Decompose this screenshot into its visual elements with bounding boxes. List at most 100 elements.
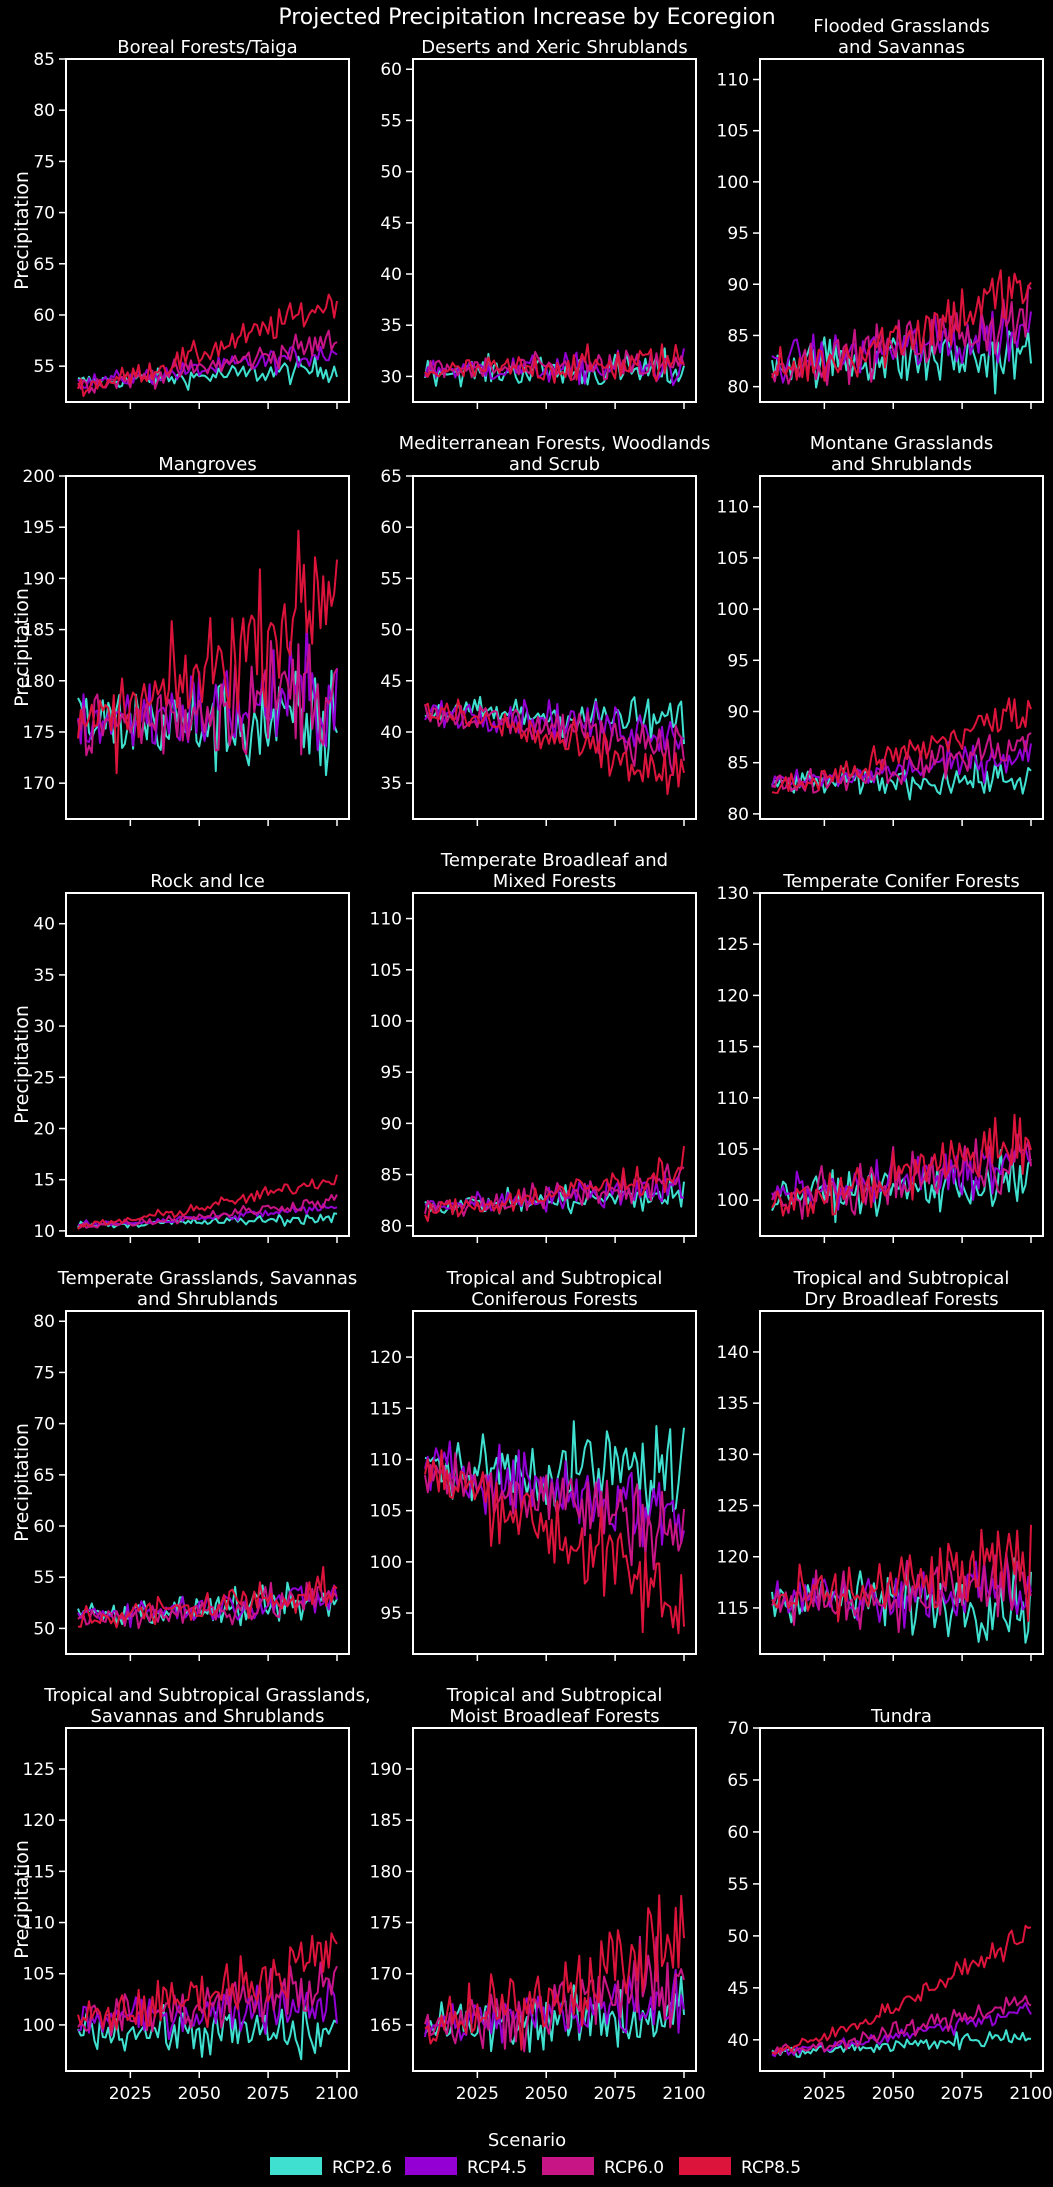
subplot: 55 60 65 70 75 80 85 Boreal Forests/Taiga Precip…	[11, 37, 350, 409]
subplot-title: Coniferous Forests	[471, 1289, 638, 1310]
subplot: 95 100 105 110 115 120 Tropical and Subtropica…	[370, 1268, 697, 1661]
y-tick-label: 110	[717, 1089, 749, 1109]
y-tick-label: 190	[23, 569, 55, 589]
subplot-title: and Savannas	[838, 37, 965, 58]
series-line-rcp60	[424, 349, 685, 381]
plot-frame	[412, 475, 697, 820]
y-tick-label: 40	[380, 723, 402, 743]
y-tick-label: 45	[727, 1979, 749, 1999]
x-tick-label: 2025	[803, 2084, 846, 2104]
y-tick-label: 70	[33, 1415, 55, 1435]
y-tick-label: 80	[380, 1217, 402, 1237]
series-line-rcp85	[424, 1894, 685, 2051]
y-tick-label: 115	[717, 1599, 749, 1619]
series-line-rcp85	[771, 1524, 1032, 1623]
y-tick-label: 50	[727, 1927, 749, 1947]
y-tick-label: 100	[717, 173, 749, 193]
series-line-rcp60	[77, 640, 338, 757]
subplot-title: Tropical and Subtropical	[793, 1268, 1010, 1289]
series-line-rcp26	[771, 1149, 1032, 1224]
series-line-rcp85	[771, 697, 1032, 794]
series-line-rcp85	[77, 529, 338, 775]
subplot-title: Moist Broadleaf Forests	[449, 1706, 659, 1727]
y-tick-label: 80	[33, 101, 55, 121]
plot-frame	[759, 1310, 1044, 1655]
series-line-rcp60	[77, 1961, 338, 2037]
x-tick-label: 2025	[456, 2084, 499, 2104]
x-tick-label: 2075	[593, 2084, 636, 2104]
y-tick-label: 180	[23, 672, 55, 692]
y-tick-label: 85	[380, 1166, 402, 1186]
y-tick-label: 195	[23, 518, 55, 538]
figure-title: Projected Precipitation Increase by Ecor…	[278, 5, 775, 30]
subplot-title: Mixed Forests	[493, 871, 616, 892]
subplot-title: Tropical and Subtropical	[446, 1268, 663, 1289]
y-tick-label: 85	[727, 754, 749, 774]
plot-frame	[65, 1727, 350, 2072]
plot-frame	[412, 58, 697, 403]
series-line-rcp85	[77, 1566, 338, 1629]
y-tick-label: 60	[33, 1517, 55, 1537]
subplot-title: and Shrublands	[137, 1289, 278, 1310]
y-tick-label: 140	[717, 1343, 749, 1363]
y-tick-label: 85	[33, 50, 55, 70]
x-tick-label: 2100	[662, 2084, 705, 2104]
y-tick-label: 130	[717, 884, 749, 904]
y-tick-label: 35	[380, 316, 402, 336]
series-line-rcp60	[77, 1193, 338, 1230]
series-line-rcp60	[77, 329, 338, 394]
y-tick-label: 185	[370, 1811, 402, 1831]
series-line-rcp60	[424, 703, 685, 777]
y-tick-label: 115	[370, 1399, 402, 1419]
y-tick-label: 55	[727, 1875, 749, 1895]
y-tick-label: 95	[380, 1604, 402, 1624]
x-tick-label: 2050	[525, 2084, 568, 2104]
legend-label: RCP6.0	[604, 2158, 664, 2178]
plot-frame	[759, 892, 1044, 1237]
y-tick-label: 130	[717, 1445, 749, 1465]
y-tick-label: 55	[380, 111, 402, 131]
y-tick-label: 70	[33, 204, 55, 224]
y-tick-label: 100	[370, 1553, 402, 1573]
y-tick-label: 60	[380, 60, 402, 80]
y-tick-label: 40	[380, 265, 402, 285]
subplot-title: Mediterranean Forests, Woodlands	[399, 433, 711, 454]
y-axis-label: Precipitation	[11, 588, 33, 707]
plot-frame	[759, 475, 1044, 820]
y-tick-label: 30	[33, 1017, 55, 1037]
y-tick-label: 55	[33, 1568, 55, 1588]
y-tick-label: 120	[717, 986, 749, 1006]
y-tick-label: 50	[33, 1619, 55, 1639]
y-tick-label: 55	[33, 357, 55, 377]
y-tick-label: 95	[727, 651, 749, 671]
y-tick-label: 125	[23, 1760, 55, 1780]
y-tick-label: 25	[33, 1068, 55, 1088]
subplot: 10 15 20 25 30 35 40 Rock and Ice Precipitation	[11, 871, 350, 1243]
y-tick-label: 80	[33, 1312, 55, 1332]
y-tick-label: 50	[380, 621, 402, 641]
legend-entry: RCP2.6	[270, 2157, 392, 2178]
series-line-rcp60	[424, 1452, 685, 1571]
y-axis-label: Precipitation	[11, 1423, 33, 1542]
series-line-rcp45	[77, 1978, 338, 2040]
plot-frame	[412, 1310, 697, 1655]
y-tick-label: 90	[727, 275, 749, 295]
y-tick-label: 90	[380, 1114, 402, 1134]
y-tick-label: 40	[727, 2031, 749, 2051]
subplot-title: Rock and Ice	[150, 871, 265, 892]
series-line-rcp85	[771, 1924, 1032, 2055]
x-tick-label: 2075	[246, 2084, 289, 2104]
y-tick-label: 60	[33, 306, 55, 326]
y-tick-label: 60	[380, 518, 402, 538]
series-line-rcp85	[424, 698, 685, 796]
legend-swatch	[270, 2157, 322, 2175]
y-tick-label: 175	[370, 1914, 402, 1934]
y-tick-label: 75	[33, 152, 55, 172]
y-tick-label: 20	[33, 1119, 55, 1139]
y-tick-label: 185	[23, 621, 55, 641]
legend: Scenario RCP2.6 RCP4.5 RCP6.0 RCP8.5	[270, 2130, 801, 2178]
y-tick-label: 180	[370, 1862, 402, 1882]
x-tick-label: 2050	[872, 2084, 915, 2104]
legend-title: Scenario	[488, 2130, 566, 2151]
subplot: 80 85 90 95 100 105 110 Temperate Broadleaf and…	[370, 850, 697, 1243]
